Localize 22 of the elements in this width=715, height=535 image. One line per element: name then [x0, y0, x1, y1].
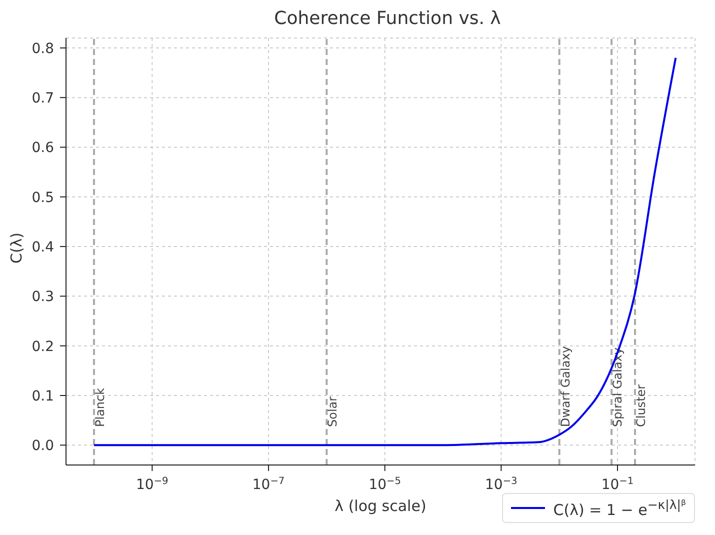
y-tick-label: 0.3: [32, 289, 54, 306]
y-tick-label: 0.5: [32, 190, 54, 206]
y-tick-label: 0.7: [32, 90, 54, 107]
y-axis-title: C(λ): [8, 232, 26, 264]
y-tick-label: 0.1: [32, 388, 54, 404]
y-tick-label: 0.8: [32, 40, 54, 57]
ref-line-label: Solar: [326, 396, 340, 427]
x-tick-label: 10$^{−1}$: [601, 476, 634, 493]
x-tick-label: 10$^{−7}$: [252, 476, 285, 493]
legend-label: C(λ) = 1 − e$^{−κ|λ|ᵝ}$: [553, 497, 686, 519]
y-tick-label: 0.2: [32, 338, 54, 355]
y-tick-label: 0.4: [32, 240, 54, 256]
chart-title: Coherence Function vs. λ: [274, 8, 501, 29]
ref-line-label: Planck: [93, 388, 108, 427]
x-tick-label: 10$^{−9}$: [136, 476, 168, 493]
y-tick-label: 0.0: [32, 438, 54, 454]
y-tick-label: 0.6: [32, 140, 54, 156]
x-tick-label: 10$^{−3}$: [485, 476, 518, 493]
x-axis-title: λ (log scale): [334, 497, 426, 515]
ref-line-label: Dwarf Galaxy: [558, 346, 572, 427]
ref-line-label: Cluster: [634, 384, 648, 427]
x-tick-label: 10$^{−5}$: [368, 476, 401, 493]
